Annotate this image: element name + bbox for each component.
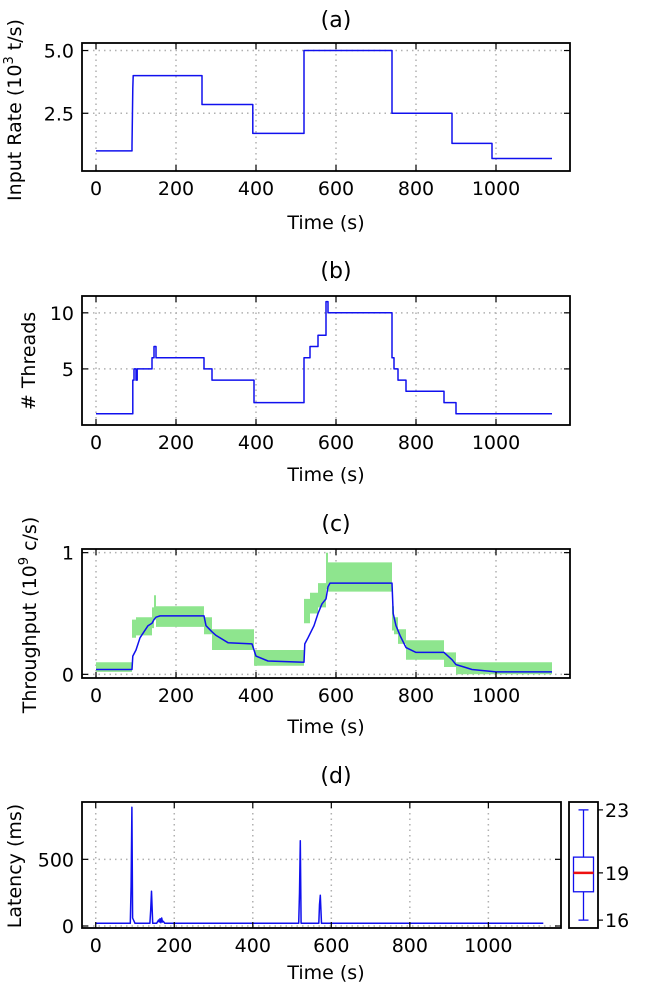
panel-c-x-axis-label: Time (s) xyxy=(286,716,364,738)
plot-frame xyxy=(81,801,562,929)
panel-c-y-axis-label: Throughput (109 c/s) xyxy=(17,517,41,714)
panel-d-x-axis-label: Time (s) xyxy=(286,962,364,984)
x-tick-label: 600 xyxy=(318,432,354,454)
panel-d-y-axis-label: Latency (ms) xyxy=(4,804,26,928)
x-tick-label: 400 xyxy=(238,178,274,200)
y-tick-label: 5 xyxy=(62,359,74,381)
plot-frame xyxy=(81,295,571,426)
boxplot-tick-label: 19 xyxy=(605,863,629,885)
x-tick-label: 200 xyxy=(158,178,194,200)
boxplot-tick-label: 23 xyxy=(605,800,629,822)
panel-a-x-axis-label: Time (s) xyxy=(286,212,364,234)
panel-a-title: (a) xyxy=(321,8,352,33)
series-line-threads xyxy=(96,300,552,415)
y-tick-label: 1 xyxy=(62,543,74,565)
plot-frame xyxy=(81,42,571,172)
panel-c-throughput: (c) Throughput (109 c/s) Time (s) 0 200 40… xyxy=(17,512,571,738)
x-tick-label: 1000 xyxy=(472,178,520,200)
x-tick-label: 0 xyxy=(90,178,102,200)
panel-b-x-axis-label: Time (s) xyxy=(286,464,364,486)
y-tick-label: 0 xyxy=(62,664,74,686)
x-tick-label: 200 xyxy=(158,432,194,454)
y-tick-label: 0 xyxy=(62,916,74,938)
x-tick-label: 600 xyxy=(313,935,349,957)
x-tick-label: 800 xyxy=(398,432,434,454)
panel-b-y-axis-label: # Threads xyxy=(18,312,40,410)
x-tick-label: 400 xyxy=(238,685,274,707)
x-tick-label: 400 xyxy=(235,935,271,957)
y-tick-label: 500 xyxy=(38,849,74,871)
y-tick-label: 5.0 xyxy=(44,41,74,63)
panel-b-threads: (b) # Threads Time (s) 0 200 400 600 800 1000… xyxy=(18,259,571,486)
x-tick-label: 1000 xyxy=(472,685,520,707)
x-tick-label: 800 xyxy=(392,935,428,957)
x-tick-label: 600 xyxy=(318,178,354,200)
x-tick-label: 0 xyxy=(90,432,102,454)
y-tick-label: 2.5 xyxy=(44,103,74,125)
series-line-throughput xyxy=(96,582,552,673)
series-line-latency xyxy=(95,806,544,925)
x-tick-label: 1000 xyxy=(472,432,520,454)
panel-d-latency: (d) Latency (ms) Time (s) 0 200 400 600 800 1… xyxy=(4,764,562,984)
x-tick-label: 0 xyxy=(90,935,102,957)
x-tick-label: 200 xyxy=(156,935,192,957)
x-tick-label: 0 xyxy=(90,685,102,707)
boxplot-box xyxy=(572,856,595,893)
boxplot-frame xyxy=(568,801,599,929)
x-tick-label: 1000 xyxy=(464,935,512,957)
x-tick-label: 800 xyxy=(398,685,434,707)
throughput-range-band xyxy=(96,552,552,675)
panel-b-title: (b) xyxy=(320,259,351,284)
y-tick-label: 10 xyxy=(50,303,74,325)
panel-a-input-rate: (a) Input Rate (103 t/s) Time (s) 0 200 40… xyxy=(2,8,571,234)
panel-a-y-axis-label: Input Rate (103 t/s) xyxy=(2,19,26,201)
x-tick-label: 800 xyxy=(398,178,434,200)
panel-c-title: (c) xyxy=(321,512,350,537)
x-tick-label: 400 xyxy=(238,432,274,454)
latency-boxplot: 16 19 23 xyxy=(568,800,629,932)
x-tick-label: 600 xyxy=(318,685,354,707)
boxplot-tick-label: 16 xyxy=(605,910,629,932)
panel-d-title: (d) xyxy=(320,764,351,789)
plot-frame xyxy=(81,548,571,679)
x-tick-label: 200 xyxy=(158,685,194,707)
series-line-input-rate xyxy=(96,49,552,160)
